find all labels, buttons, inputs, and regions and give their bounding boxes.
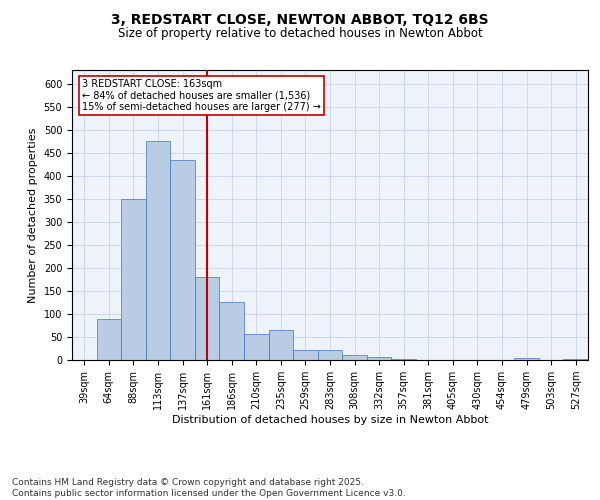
Text: 3, REDSTART CLOSE, NEWTON ABBOT, TQ12 6BS: 3, REDSTART CLOSE, NEWTON ABBOT, TQ12 6B… xyxy=(111,12,489,26)
Bar xyxy=(146,142,170,360)
Bar xyxy=(563,359,588,360)
Bar xyxy=(97,318,121,360)
Bar xyxy=(170,160,195,360)
Bar xyxy=(195,277,220,360)
Bar xyxy=(514,358,539,360)
X-axis label: Distribution of detached houses by size in Newton Abbot: Distribution of detached houses by size … xyxy=(172,415,488,425)
Text: Size of property relative to detached houses in Newton Abbot: Size of property relative to detached ho… xyxy=(118,28,482,40)
Bar xyxy=(293,350,318,360)
Bar xyxy=(244,334,269,360)
Text: Contains HM Land Registry data © Crown copyright and database right 2025.
Contai: Contains HM Land Registry data © Crown c… xyxy=(12,478,406,498)
Bar xyxy=(220,302,244,360)
Bar xyxy=(269,330,293,360)
Bar xyxy=(318,350,342,360)
Bar xyxy=(367,357,391,360)
Bar xyxy=(391,359,416,360)
Bar xyxy=(342,356,367,360)
Bar xyxy=(121,199,146,360)
Text: 3 REDSTART CLOSE: 163sqm
← 84% of detached houses are smaller (1,536)
15% of sem: 3 REDSTART CLOSE: 163sqm ← 84% of detach… xyxy=(82,78,321,112)
Y-axis label: Number of detached properties: Number of detached properties xyxy=(28,128,38,302)
